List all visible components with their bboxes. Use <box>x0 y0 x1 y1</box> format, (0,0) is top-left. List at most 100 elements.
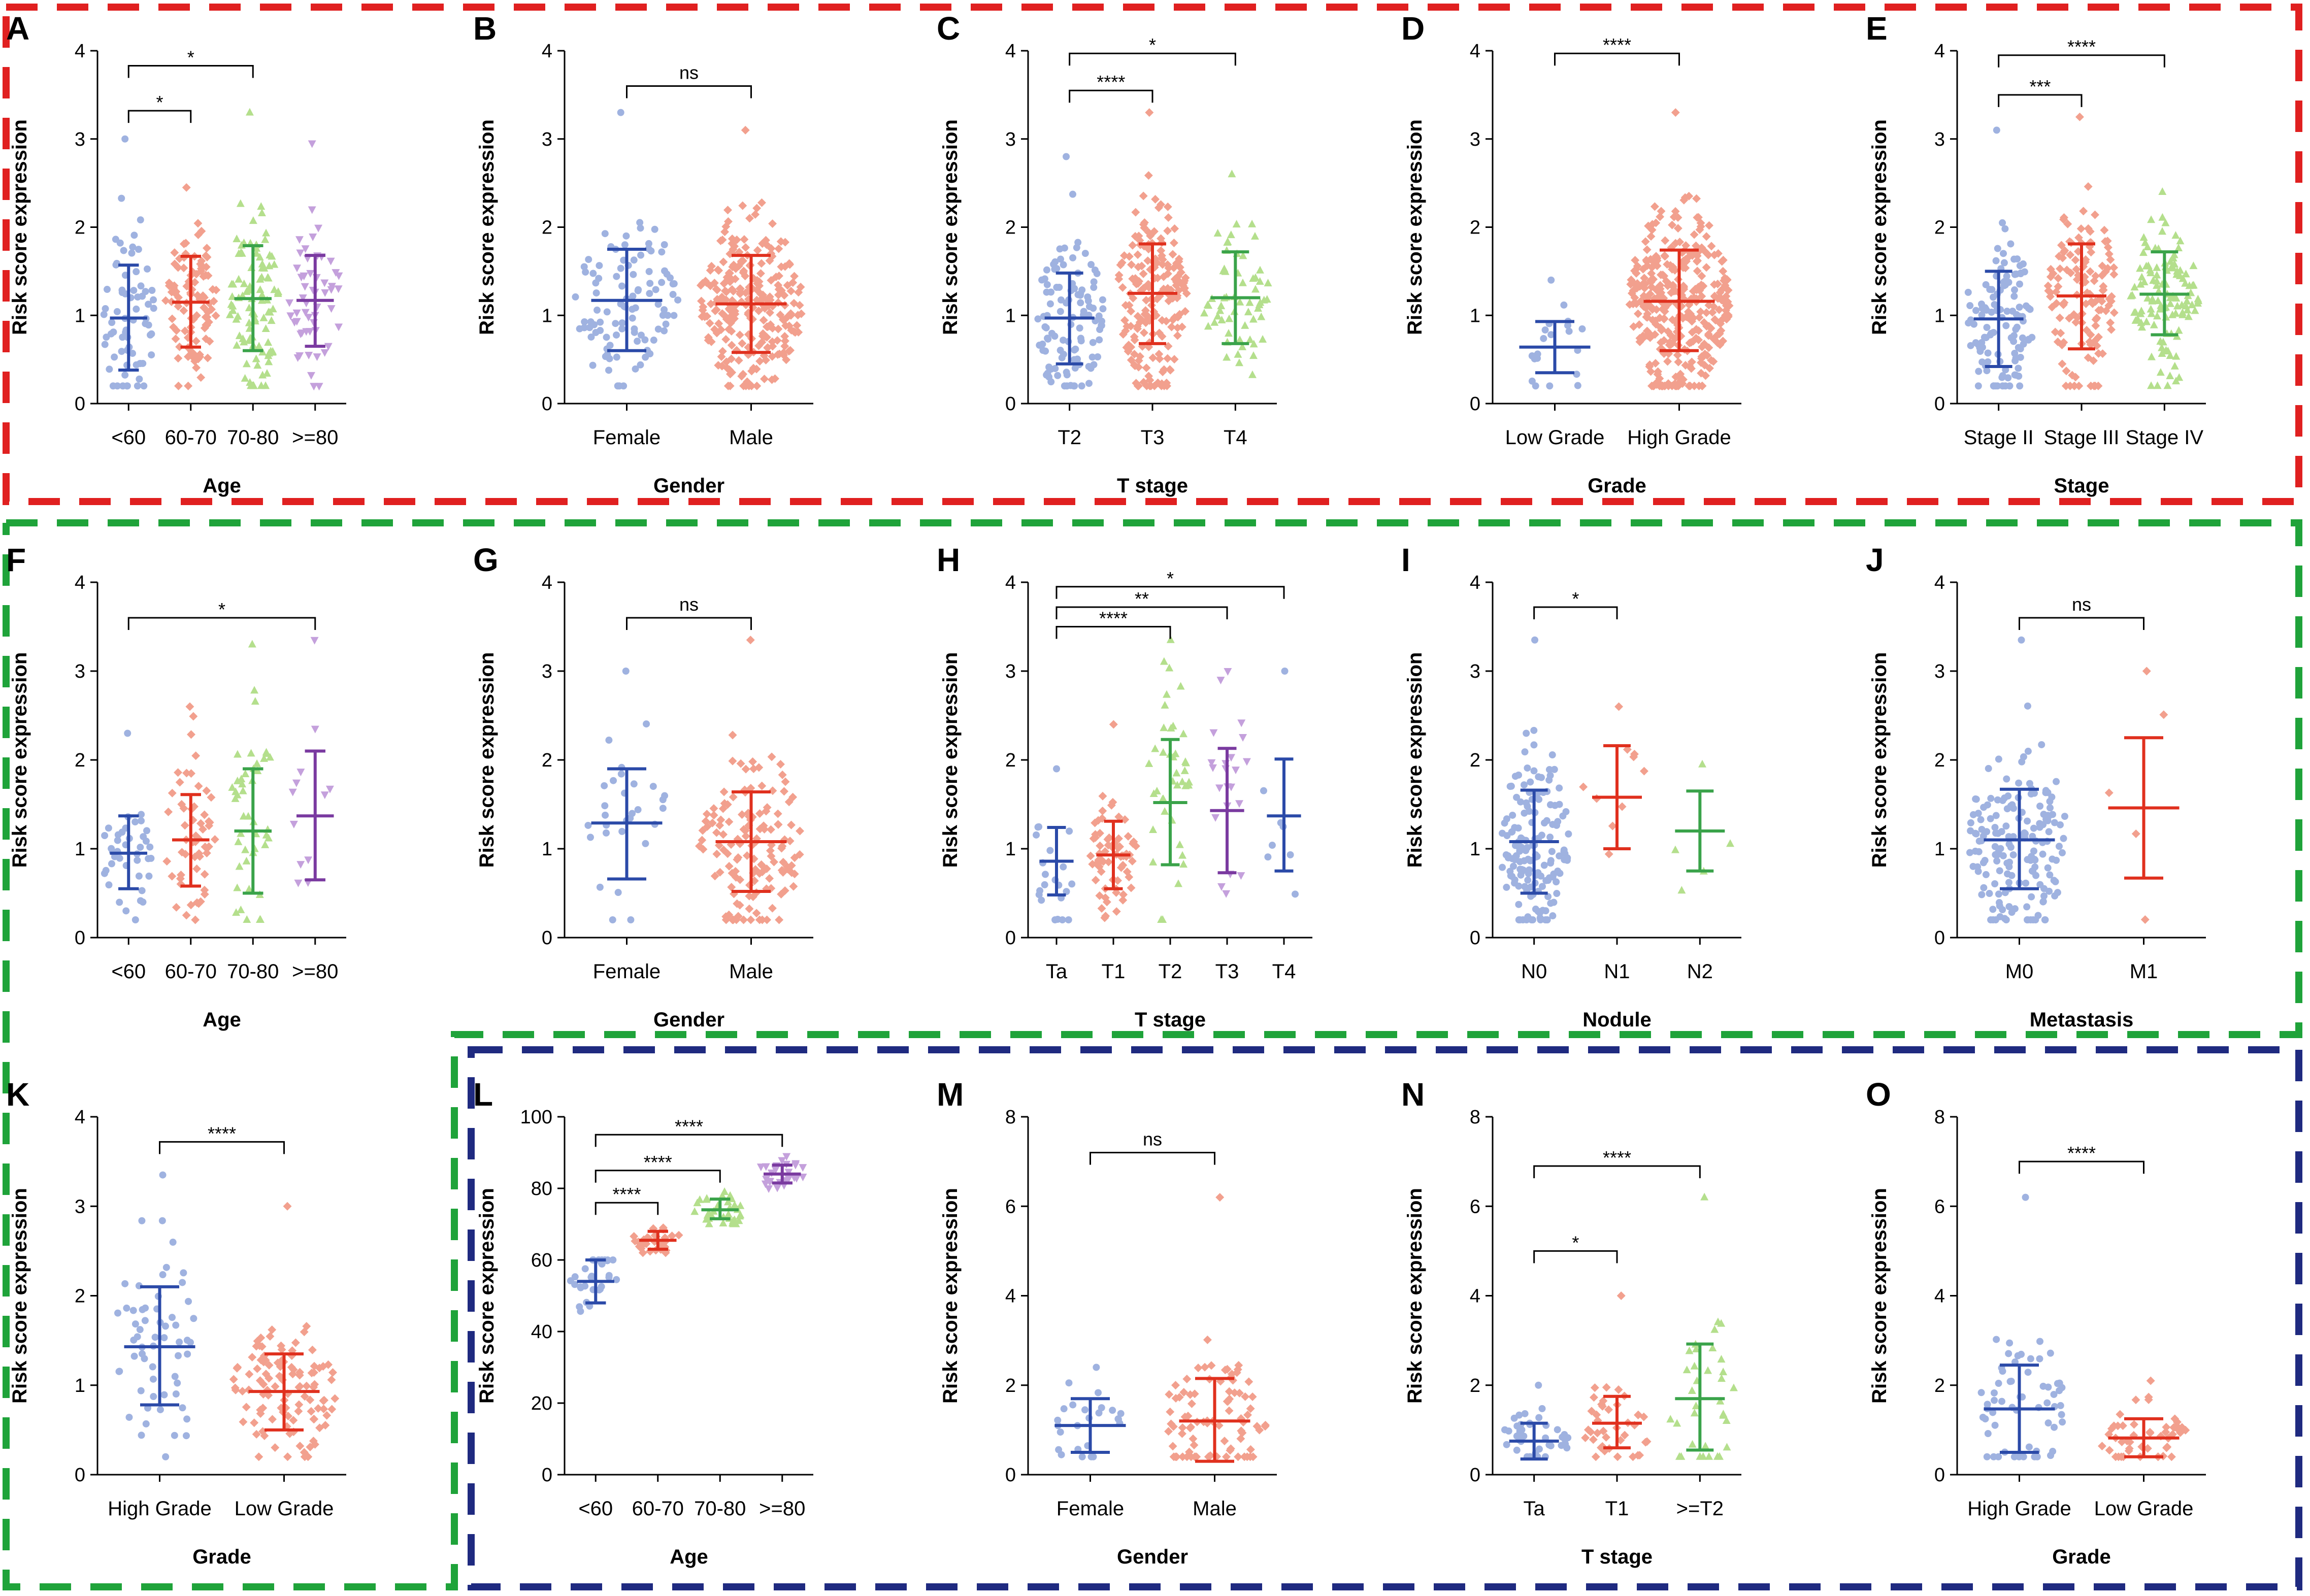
panel-e-point <box>1978 358 1986 366</box>
panel-d-point <box>1697 292 1706 301</box>
panel-l-group-2: 70-80 <box>690 1187 746 1520</box>
panel-e-point <box>2159 338 2167 346</box>
panel-m-point <box>1054 1416 1062 1424</box>
panel-a-point <box>225 310 234 318</box>
panel-c-point <box>1053 284 1061 291</box>
panel-g-point <box>649 783 657 790</box>
panel-f-point <box>237 829 245 837</box>
panel-h-point <box>1063 888 1070 895</box>
panel-a-point <box>245 108 254 116</box>
panel-b-point <box>661 327 668 335</box>
panel-b-point <box>581 318 588 325</box>
panel-c-point <box>1096 336 1103 344</box>
panel-d-point <box>1649 317 1658 326</box>
panel-i-point <box>1521 748 1529 756</box>
panel-c-point <box>1182 289 1191 298</box>
panel-c-x-tick-label-1: T3 <box>1141 426 1165 449</box>
panel-d-point <box>1663 357 1672 366</box>
panel-k-point <box>328 1368 337 1377</box>
panel-e-point <box>1974 341 1982 348</box>
panel-h-point <box>1129 839 1138 848</box>
panel-c-point <box>1077 337 1085 345</box>
panel-l-point <box>718 1191 727 1200</box>
panel-h-point <box>1046 847 1054 854</box>
panel-g-point <box>733 899 742 908</box>
panel-c-point <box>1069 190 1076 198</box>
panel-b-point <box>637 251 645 259</box>
panel-c-point <box>1070 382 1078 390</box>
panel-h-point <box>1108 797 1117 807</box>
panel-a-bracket-1 <box>127 65 254 78</box>
panel-b-point <box>631 328 638 336</box>
panel-g-point <box>721 915 731 924</box>
panel-c-point <box>1248 219 1257 227</box>
panel-h-point <box>1065 916 1072 923</box>
panel-l-x-tick-label-3: >=80 <box>759 1498 805 1520</box>
panel-g-point <box>746 636 755 645</box>
panel-d-point <box>1645 360 1655 369</box>
panel-n-group-1: T1 <box>1581 1291 1652 1520</box>
panel-c-point <box>1238 342 1247 350</box>
panel-a-point <box>264 338 273 346</box>
panel-b-point <box>786 286 796 295</box>
panel-b-point <box>734 261 743 271</box>
panel-o-point <box>1990 1389 1998 1396</box>
panel-a-point <box>267 316 276 324</box>
panel-g-point <box>719 787 729 796</box>
panel-n-point <box>1715 1452 1724 1460</box>
panel-b-point <box>589 361 597 369</box>
panel-j-point <box>2142 667 2151 676</box>
panel-j-point <box>2060 835 2067 842</box>
panel-k-point <box>123 1304 130 1312</box>
panel-a-point <box>302 328 311 336</box>
panel-d-letter: D <box>1401 10 1425 47</box>
panel-n-point <box>1692 1402 1700 1410</box>
panel-f-point <box>248 640 256 648</box>
panel-g-point <box>748 757 757 766</box>
panel-j-point <box>2003 775 2010 783</box>
panel-j-point <box>2031 863 2039 871</box>
panel-d-point <box>1689 337 1698 346</box>
panel-m-bracket-0 <box>1090 1152 1215 1165</box>
panel-k-point <box>176 1338 183 1346</box>
panel-f-group-0: <60 <box>101 729 155 983</box>
panel-h-point <box>1088 859 1097 869</box>
panel-c-point <box>1074 355 1081 363</box>
panel-h-sig-label-2: * <box>1167 568 1174 589</box>
panel-i-point <box>1535 773 1542 781</box>
panel-b-point <box>707 261 716 271</box>
panel-n-point <box>1722 1416 1731 1424</box>
panel-i-point <box>1548 848 1556 855</box>
panel-j-point <box>2055 843 2063 850</box>
panel-e-y-tick-label-2: 2 <box>1934 217 1945 239</box>
panel-e-point <box>2011 270 2019 278</box>
panel-c-point <box>1234 350 1242 358</box>
panel-c-point <box>1257 312 1266 320</box>
panel-k-x-tick-label-1: Low Grade <box>235 1498 334 1520</box>
panel-d-point <box>1660 314 1669 323</box>
panel-c-point <box>1145 376 1154 385</box>
panel-h-point <box>1101 911 1110 920</box>
panel-m-point <box>1189 1434 1198 1443</box>
panel-b-point <box>736 284 745 293</box>
panel-a-point <box>211 311 220 320</box>
panel-l-sig-label-1: **** <box>644 1152 672 1173</box>
panel-a-point <box>182 183 191 192</box>
panel-o-point <box>2143 1444 2152 1453</box>
panel-h-point <box>1161 807 1169 815</box>
panel-c-point <box>1245 298 1254 306</box>
panel-a-point <box>324 343 333 351</box>
panel-b-xlabel: Gender <box>653 475 724 497</box>
panel-d-y-tick-label-0: 0 <box>1470 393 1480 415</box>
panel-j-point <box>2056 821 2064 828</box>
panel-o-point <box>1991 1421 1999 1429</box>
panel-h-point <box>1242 758 1251 766</box>
panel-e-point <box>2046 272 2055 281</box>
panel-n-point <box>1597 1443 1605 1452</box>
panel-c-point <box>1124 347 1133 356</box>
panel-c-point <box>1133 312 1142 321</box>
panel-d-group-1: High Grade <box>1625 108 1734 449</box>
panel-l-x-tick-label-2: 70-80 <box>694 1498 746 1520</box>
panel-h-group-0: Ta <box>1033 765 1076 983</box>
